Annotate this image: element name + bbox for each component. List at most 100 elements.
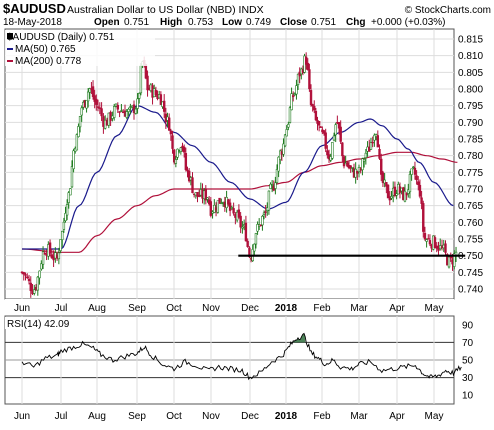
- candle-body: [425, 239, 428, 242]
- candle-body: [91, 86, 95, 97]
- candle-body: [191, 177, 194, 194]
- price-y-tick: 0.755: [458, 235, 483, 246]
- candle-body: [38, 270, 41, 279]
- candle-body: [313, 106, 316, 111]
- legend-price-swatch: [7, 33, 13, 39]
- candle-body: [262, 212, 266, 215]
- price-y-tick: 0.775: [458, 168, 483, 179]
- candle-body: [253, 243, 256, 252]
- candle-body: [319, 126, 322, 128]
- candle-body: [57, 252, 61, 260]
- candle-body: [334, 124, 337, 136]
- price-y-tick: 0.750: [458, 251, 483, 262]
- candle-body: [433, 237, 437, 249]
- candle-body: [415, 175, 418, 181]
- candle-body: [331, 142, 334, 159]
- candle-body: [346, 162, 349, 167]
- candle-body: [296, 73, 300, 85]
- candle-body: [29, 282, 32, 292]
- month-label: Nov: [202, 411, 220, 422]
- candles-group: [20, 52, 458, 298]
- candle-body: [420, 197, 423, 204]
- candle-body: [27, 278, 31, 282]
- candle-body: [196, 192, 199, 197]
- candle-body: [138, 93, 141, 99]
- price-y-tick: 0.790: [458, 118, 483, 129]
- candle-body: [393, 186, 397, 196]
- candle-body: [232, 208, 235, 214]
- price-y-tick: 0.745: [458, 268, 483, 279]
- candle-body: [373, 134, 376, 141]
- candle-body: [248, 247, 251, 258]
- month-label: Jul: [55, 303, 68, 314]
- candle-body: [246, 240, 249, 247]
- month-label: Apr: [389, 411, 405, 422]
- candle-body: [339, 126, 342, 142]
- candle-body: [209, 201, 213, 216]
- candle-body: [62, 221, 66, 230]
- rsi-grid: [5, 316, 454, 404]
- price-y-tick: 0.765: [458, 201, 483, 212]
- candle-body: [169, 130, 173, 135]
- price-y-tick: 0.815: [458, 35, 483, 46]
- candle-body: [422, 203, 425, 232]
- candle-body: [385, 182, 388, 187]
- candle-body: [85, 99, 88, 109]
- candle-body: [447, 256, 451, 268]
- month-label: Apr: [389, 303, 405, 314]
- candle-body: [306, 62, 309, 70]
- candle-body: [171, 135, 174, 149]
- date-label: 18-May-2018: [3, 17, 62, 28]
- month-label: Feb: [313, 303, 331, 314]
- price-panel: [4, 28, 455, 300]
- candle-body: [304, 56, 308, 65]
- candle-body: [64, 213, 67, 222]
- candle-body: [342, 156, 346, 167]
- candle-body: [418, 184, 422, 197]
- price-grid: [5, 29, 454, 299]
- candle-body: [228, 202, 232, 211]
- candle-body: [349, 165, 352, 169]
- candle-body: [288, 107, 292, 123]
- month-label: Oct: [166, 411, 182, 422]
- candle-body: [378, 148, 381, 159]
- chg-value: +0.000 (+0.03%): [371, 17, 446, 28]
- candle-body: [88, 88, 92, 93]
- candle-body: [371, 141, 374, 144]
- candle-body: [48, 242, 52, 254]
- candle-body: [218, 197, 221, 204]
- candle-body: [186, 169, 189, 172]
- month-label: Mar: [350, 411, 368, 422]
- candle-body: [322, 130, 326, 134]
- low-value: 0.749: [246, 17, 271, 28]
- candle-body: [167, 117, 171, 131]
- rsi-y-tick: 70: [462, 338, 474, 349]
- high-value: 0.753: [188, 17, 213, 28]
- price-y-tick: 0.800: [458, 85, 483, 96]
- price-y-tick: 0.770: [458, 185, 483, 196]
- candle-body: [277, 156, 280, 172]
- candle-body: [40, 263, 43, 270]
- candle-body: [270, 184, 274, 186]
- rsi-label-bg: [5, 317, 79, 329]
- candle-body: [59, 239, 62, 251]
- candle-body: [136, 98, 139, 109]
- candle-body: [230, 207, 234, 209]
- candle-body: [237, 209, 241, 218]
- candle-body: [279, 150, 282, 160]
- candle-body: [326, 150, 329, 156]
- candle-body: [127, 108, 130, 112]
- candle-body: [395, 193, 398, 196]
- ma200-line: [21, 151, 458, 253]
- candle-body: [417, 181, 420, 185]
- candle-body: [285, 129, 288, 137]
- candle-body: [314, 110, 318, 121]
- candle-body: [125, 111, 129, 118]
- candle-body: [78, 115, 82, 128]
- candle-body: [390, 196, 393, 199]
- candle-body: [100, 108, 103, 117]
- candle-body: [356, 171, 359, 174]
- candle-body: [93, 95, 96, 102]
- candle-body: [453, 253, 456, 267]
